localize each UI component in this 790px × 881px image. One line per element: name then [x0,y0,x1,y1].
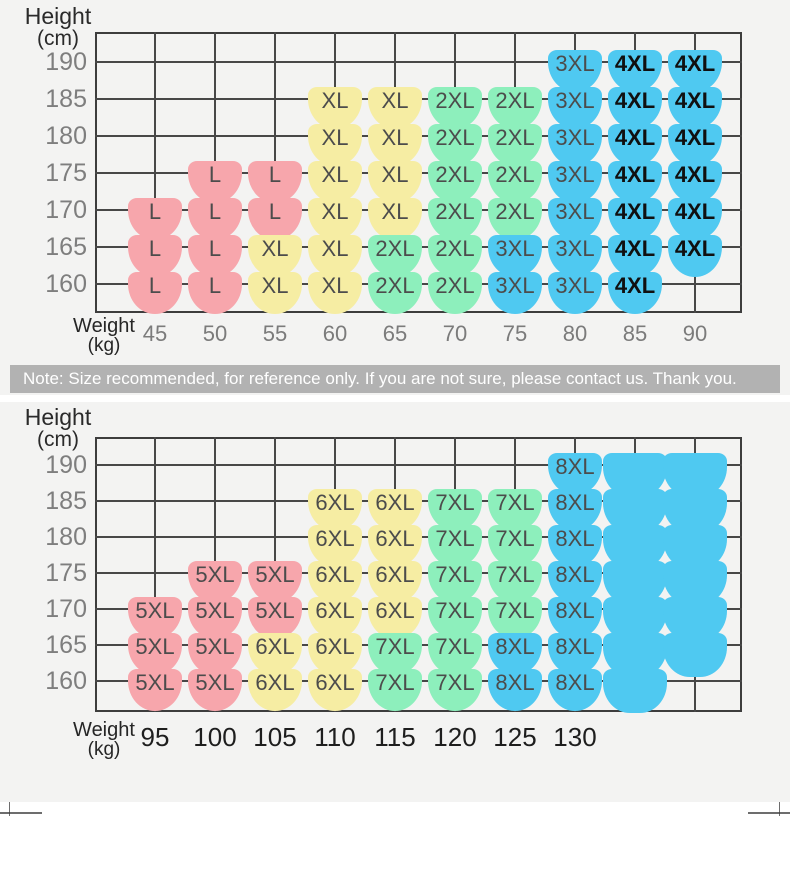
x-tick-label: 75 [502,321,528,346]
height-axis-title: Height (cm) [14,4,102,49]
size-badge: 6XL [368,597,422,639]
weight-axis-title-line1: Weight [73,719,135,741]
size-badge: 3XL [488,235,542,277]
x-tick-label: 120 [433,722,477,752]
x-tick-label: 90 [682,321,708,346]
size-badge: 6XL [248,669,302,711]
size-badge: 4XL [608,87,662,129]
x-tick-label: 70 [442,321,468,346]
grid-hline [95,464,742,466]
size-badge: 2XL [428,272,482,314]
size-badge: 5XL [188,561,242,603]
y-tick-label: 175 [45,159,87,187]
weight-axis-title-line2: (kg) [87,739,121,760]
size-badge: L [188,198,242,240]
x-tick-label: 130 [553,722,597,752]
size-badge: 4XL [608,124,662,166]
x-tick-label: 110 [314,722,356,752]
y-tick-label: 170 [45,196,87,224]
size-badge: 2XL [428,124,482,166]
grid-hline [95,61,742,63]
panel2-corner-mark-left [0,812,42,814]
size-badge: 5XL [188,597,242,639]
x-tick-label: 60 [322,321,348,346]
size-badge: XL [308,124,362,166]
size-badge: L [188,235,242,277]
size-chart-panel-bottom: Height (cm) Weight (kg) 190 185 180 175 170 1… [0,402,790,802]
height-axis-title: Height (cm) [14,405,102,450]
x-tick-label: 95 [140,722,170,752]
y-tick-label: 160 [45,667,87,695]
size-badge: 2XL [428,235,482,277]
size-badge-blank [603,669,667,713]
size-badge: 8XL [548,525,602,567]
weight-axis-title-line1: Weight [73,315,135,337]
size-badge: 2XL [488,124,542,166]
size-badge: 5XL [188,633,242,675]
note-bar: Note: Size recommended, for reference on… [10,365,780,393]
size-badge: 4XL [608,272,662,314]
size-badge: 4XL [608,161,662,203]
grid-vline [154,32,156,313]
x-tick-label: 125 [493,722,537,752]
size-badge: XL [248,272,302,314]
size-badge: 7XL [368,669,422,711]
height-axis-title-line1: Height [24,3,92,29]
x-tick-label: 80 [562,321,588,346]
size-chart-panel-top: Height (cm) Weight (kg) 190 185 180 175 170 1… [0,0,790,395]
height-axis-title-line2: (cm) [37,428,79,451]
y-tick-label: 165 [45,233,87,261]
size-badge: 3XL [548,124,602,166]
x-tick-label: 45 [142,321,168,346]
x-tick-label: 65 [382,321,408,346]
size-badge: 6XL [308,633,362,675]
size-badge: 6XL [308,561,362,603]
y-tick-label: 185 [45,85,87,113]
size-badge: 8XL [488,669,542,711]
size-badge: 3XL [548,198,602,240]
x-tick-label: 115 [374,722,416,752]
panel2-corner-mark-right [748,812,790,814]
size-badge: 2XL [428,198,482,240]
y-tick-label: 185 [45,487,87,515]
y-tick-label: 190 [45,48,87,76]
weight-axis-title: Weight (kg) [66,316,142,356]
x-tick-label: 50 [202,321,228,346]
y-tick-label: 175 [45,559,87,587]
x-tick-label: 85 [622,321,648,346]
y-tick-label: 180 [45,122,87,150]
x-tick-label: 105 [253,722,297,752]
weight-axis-title: Weight (kg) [66,720,142,760]
y-tick-label: 190 [45,451,87,479]
x-tick-label: 100 [193,722,237,752]
y-tick-label: 165 [45,631,87,659]
size-badge: 7XL [428,525,482,567]
grid-border [95,437,742,712]
height-axis-title-line1: Height [24,404,92,430]
weight-axis-title-line2: (kg) [87,335,121,356]
size-badge: 4XL [608,198,662,240]
size-badge: XL [308,272,362,314]
size-badge: L [128,198,182,240]
x-tick-label: 55 [262,321,288,346]
size-badge-blank [663,633,727,677]
y-tick-label: 160 [45,270,87,298]
size-badge: 8XL [548,597,602,639]
y-tick-label: 180 [45,523,87,551]
height-axis-title-line2: (cm) [37,27,79,50]
size-badge: 5XL [248,561,302,603]
grid-vline [154,437,156,712]
size-badge: 6XL [308,525,362,567]
size-badge: XL [368,124,422,166]
size-badge: 7XL [488,561,542,603]
size-badge: 7XL [488,597,542,639]
y-tick-label: 170 [45,595,87,623]
